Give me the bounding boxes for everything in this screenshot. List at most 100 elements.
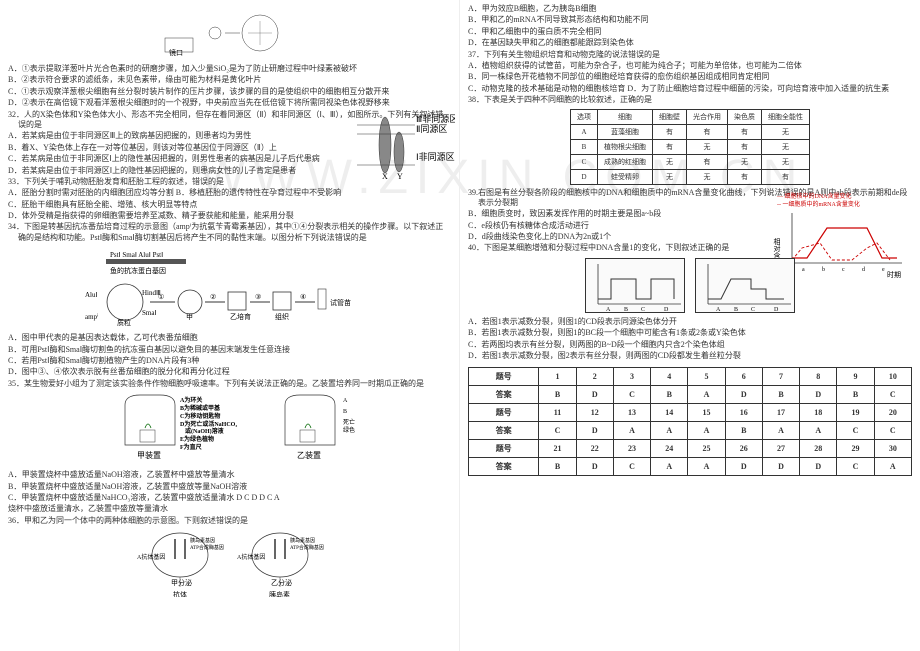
table38-cell: 无 <box>687 169 728 184</box>
answer-cell: 2 <box>576 368 613 386</box>
q40-b: B．若图1表示减数分裂，则图1的BC段一个细胞中可能含有1条或2条或Y染色体 <box>478 328 912 338</box>
svg-text:胰岛素基因: 胰岛素基因 <box>190 537 215 544</box>
q35-d2: 烧杯中盛放适量清水，乙装置中盛放等量清水 <box>18 504 451 514</box>
table38-cell: 无 <box>762 154 810 169</box>
svg-text:甲: 甲 <box>186 313 193 321</box>
svg-text:X: X <box>382 172 388 180</box>
svg-text:C: C <box>641 307 645 313</box>
table38-header: 染色质 <box>728 109 762 124</box>
plasmid-diagram: PstⅠ SmaⅠ AluⅠ PstⅠ 鱼的抗冻蛋白基因 AluⅠ ampⁱ S… <box>8 247 451 329</box>
answer-cell: 22 <box>576 440 613 458</box>
answer-cell: A <box>688 386 725 404</box>
answer-cell: 答案 <box>469 386 539 404</box>
svg-text:B: B <box>624 307 628 313</box>
q36-c: C．甲和乙细胞中的蛋白质不完全相同 <box>478 27 912 37</box>
q34: 34．下图是转基因抗冻番茄培育过程的示意图（ampⁱ为抗氨苄青霉素基因），其中①… <box>18 222 451 243</box>
answer-cell: 15 <box>688 404 725 422</box>
svg-text:A: A <box>343 398 348 404</box>
table38-cell: C <box>571 154 598 169</box>
left-column: 镜口 A．①表示提取洋葱叶片光合色素时的研磨步骤，加入少量SiO₂是为了防止研磨… <box>0 0 460 651</box>
svg-text:SmaⅠ: SmaⅠ <box>142 309 157 317</box>
answer-cell: 26 <box>725 440 762 458</box>
answer-cell: C <box>539 422 576 440</box>
microscope-diagram: 镜口 <box>8 8 451 60</box>
q37-b: B．同一株绿色开花植物不同部位的细胞经培育获得的愈伤组织基因组成相同肯定相同 <box>478 72 912 82</box>
answer-cell: 5 <box>688 368 725 386</box>
svg-text:Ⅰ非同源区: Ⅰ非同源区 <box>416 151 455 162</box>
answer-cell: C <box>613 386 650 404</box>
answer-cell: 10 <box>874 368 911 386</box>
answer-cell: 1 <box>539 368 576 386</box>
answer-cell: 4 <box>651 368 688 386</box>
table38-cell: 无 <box>728 154 762 169</box>
table38-cell: 无 <box>687 139 728 154</box>
svg-text:甲装置: 甲装置 <box>137 450 161 460</box>
compare-table: 选项细胞细胞壁光合作用染色质细胞全能性A蓝藻细胞有有有无B植物根尖细胞有无有无C… <box>570 109 810 185</box>
svg-text:抗体: 抗体 <box>173 590 187 597</box>
q37-a: A．植物组织获得的试管苗，可能为杂合子，也可能为纯合子；可能为单倍体，也可能为二… <box>478 61 912 71</box>
q34-a: A．图中甲代表的是基因表达载体，乙可代表番茄细胞 <box>18 333 451 343</box>
svg-text:ATP合成酶基因: ATP合成酶基因 <box>290 544 324 551</box>
answer-cell: 19 <box>837 404 874 422</box>
table38-cell: 有 <box>653 139 687 154</box>
device-diagram: A为环关 B为稀碱或甲基 C为移动钥匙物 D为死亡或活NaHCO₃ 或(NaOH… <box>8 390 451 470</box>
svg-text:-- 一细胞质中的mRNA含量变化: -- 一细胞质中的mRNA含量变化 <box>777 200 860 208</box>
answer-cell: 题号 <box>469 404 539 422</box>
table38-cell: 有 <box>728 139 762 154</box>
svg-text:B: B <box>343 409 347 415</box>
svg-text:C为移动钥匙物: C为移动钥匙物 <box>180 412 220 420</box>
answer-cell: D <box>800 458 837 476</box>
svg-text:c: c <box>842 267 845 273</box>
table38-cell: B <box>571 139 598 154</box>
answer-cell: D <box>576 386 613 404</box>
svg-text:— 细胞核中的DNA含量变化: — 细胞核中的DNA含量变化 <box>776 192 852 200</box>
q36-b: B．甲和乙的mRNA不同导致其形态结构和功能不同 <box>478 15 912 25</box>
svg-text:或(NaOH)溶液: 或(NaOH)溶液 <box>185 427 225 435</box>
answer-cell: A <box>688 458 725 476</box>
answer-cell: A <box>762 422 799 440</box>
table38-header: 细胞 <box>598 109 653 124</box>
answer-cell: D <box>576 458 613 476</box>
q35: 35．某生物爱好小组为了测定该实验条件作物细胞呼吸速率。下列有关说法正确的是。乙… <box>18 379 451 389</box>
svg-text:乙装置: 乙装置 <box>297 450 321 460</box>
answer-cell: 题号 <box>469 368 539 386</box>
answer-cell: 16 <box>725 404 762 422</box>
answer-table: 题号12345678910答案BDCBADBDBC题号1112131415161… <box>468 367 912 476</box>
table38-cell: 有 <box>762 169 810 184</box>
answer-cell: 9 <box>837 368 874 386</box>
answer-cell: D <box>576 422 613 440</box>
q35-b: B．甲装置烧杯中盛放适量NaOH溶液，乙装置中盛放等量NaOH溶液 <box>18 482 451 492</box>
table38-cell: 成熟的红细胞 <box>598 154 653 169</box>
svg-text:ATP合成酶基因: ATP合成酶基因 <box>190 544 224 551</box>
right-column: A．甲为效应B细胞，乙为胰岛B细胞 B．甲和乙的mRNA不同导致其形态结构和功能… <box>460 0 920 651</box>
svg-text:④: ④ <box>300 293 306 301</box>
answer-cell: 30 <box>874 440 911 458</box>
answer-cell: B <box>762 386 799 404</box>
answer-cell: 17 <box>762 404 799 422</box>
q40-c: C．若两图均表示有丝分裂，则两图的B~D段一个细胞内只含2个染色体组 <box>478 340 912 350</box>
answer-cell: C <box>837 422 874 440</box>
answer-cell: 7 <box>762 368 799 386</box>
svg-text:AluⅠ: AluⅠ <box>85 291 98 299</box>
answer-cell: 8 <box>800 368 837 386</box>
svg-text:b: b <box>822 267 825 273</box>
svg-text:胰岛素: 胰岛素 <box>269 590 290 597</box>
q31-d: D．②表示在高倍镜下观看洋葱根尖细胞时的一个视野，中央前应当先在低倍镜下将所需同… <box>18 98 451 108</box>
svg-text:甲分泌: 甲分泌 <box>171 578 192 587</box>
q31-b: B．②表示符合要求的滤纸条，未见色素带，缘由可能为材料是黄化叶片 <box>18 75 451 85</box>
answer-cell: D <box>762 458 799 476</box>
q35-c: C．甲装置烧杯中盛放适量NaHCO₃溶液，乙装置中盛放适量清水 D C D D … <box>18 493 451 503</box>
answer-cell: B <box>725 422 762 440</box>
svg-text:E为绿色植物: E为绿色植物 <box>180 435 214 443</box>
svg-text:Ⅲ非同源区: Ⅲ非同源区 <box>416 113 455 124</box>
svg-text:死亡: 死亡 <box>343 418 355 426</box>
q34-d: D．图中③、④依次表示脱有丝番茄细胞的脱分化和再分化过程 <box>18 367 451 377</box>
svg-text:鱼的抗冻蛋白基因: 鱼的抗冻蛋白基因 <box>110 266 166 275</box>
answer-cell: 答案 <box>469 422 539 440</box>
svg-text:d: d <box>862 267 865 273</box>
svg-text:A: A <box>606 307 611 313</box>
svg-text:③: ③ <box>255 293 261 301</box>
svg-text:乙分泌: 乙分泌 <box>271 578 292 587</box>
answer-cell: 21 <box>539 440 576 458</box>
table38-cell: 有 <box>728 169 762 184</box>
